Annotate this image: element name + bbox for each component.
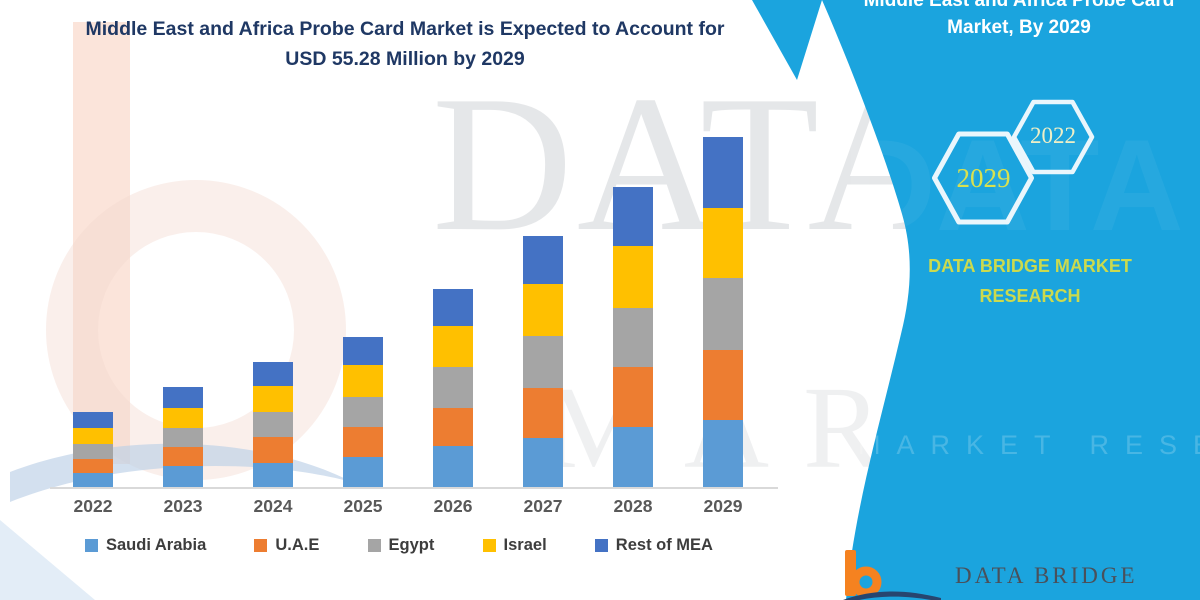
segment-saudi-arabia-2024 (253, 462, 293, 487)
segment-saudi-arabia-2029 (703, 419, 743, 487)
segment-rest-of-mea-2022 (73, 412, 113, 429)
segment-saudi-arabia-2027 (523, 438, 563, 487)
databridge-logo: DATA BRIDGE (843, 550, 1138, 600)
x-axis-line (50, 487, 778, 489)
legend-label: Israel (503, 536, 547, 554)
segment-rest-of-mea-2026 (433, 289, 473, 327)
segment-egypt-2029 (703, 278, 743, 350)
segment-egypt-2026 (433, 366, 473, 408)
legend-item-israel: Israel (482, 536, 547, 555)
bar-2029 (703, 137, 743, 487)
bar-2027 (523, 236, 563, 487)
chart-title-line2: USD 55.28 Million by 2029 (285, 48, 525, 71)
segment-israel-2023 (163, 407, 203, 428)
segment-saudi-arabia-2023 (163, 466, 203, 487)
segment-rest-of-mea-2024 (253, 362, 293, 387)
legend-label: Egypt (388, 536, 435, 554)
segment-israel-2028 (613, 246, 653, 308)
chart-title-line1: Middle East and Africa Probe Card Market… (85, 18, 725, 40)
segment-israel-2029 (703, 208, 743, 279)
x-label-2027: 2027 (523, 496, 563, 516)
segment-rest-of-mea-2028 (613, 186, 653, 247)
segment-saudi-arabia-2026 (433, 445, 473, 487)
segment-u-a-e-2024 (253, 436, 293, 463)
bar-2026 (433, 289, 473, 487)
segment-egypt-2023 (163, 427, 203, 448)
segment-rest-of-mea-2029 (703, 137, 743, 209)
segment-rest-of-mea-2027 (523, 236, 563, 285)
x-label-2022: 2022 (73, 496, 113, 516)
x-label-2029: 2029 (703, 496, 743, 516)
x-label-2024: 2024 (253, 496, 293, 516)
legend-label: Saudi Arabia (106, 536, 207, 554)
segment-egypt-2028 (613, 307, 653, 367)
segment-u-a-e-2025 (343, 427, 383, 458)
x-label-2023: 2023 (163, 496, 203, 516)
segment-saudi-arabia-2028 (613, 426, 653, 487)
segment-u-a-e-2027 (523, 387, 563, 439)
legend-item-egypt: Egypt (367, 536, 435, 555)
x-label-2028: 2028 (613, 496, 653, 516)
legend-swatch-icon (85, 539, 98, 552)
legend-swatch-icon (594, 539, 608, 552)
segment-rest-of-mea-2023 (163, 387, 203, 408)
legend-label: U.A.E (275, 536, 320, 554)
bar-2028 (613, 186, 653, 487)
legend-swatch-icon (367, 539, 381, 552)
legend-swatch-icon (254, 539, 268, 552)
legend-label: Rest of MEA (615, 536, 713, 554)
segment-egypt-2025 (343, 397, 383, 428)
legend-item-u-a-e: U.A.E (254, 536, 319, 555)
segment-israel-2026 (433, 326, 473, 367)
segment-saudi-arabia-2022 (73, 473, 113, 487)
legend-swatch-icon (482, 539, 496, 552)
segment-egypt-2027 (523, 336, 563, 388)
x-axis-labels: 2022 2023 2024 2025 2026 2027 2028 2029 (0, 496, 820, 522)
legend-item-saudi-arabia: Saudi Arabia (85, 536, 206, 555)
chart-title: Middle East and Africa Probe Card Market… (30, 14, 780, 74)
segment-israel-2024 (253, 386, 293, 412)
segment-u-a-e-2028 (613, 366, 653, 427)
segment-rest-of-mea-2025 (343, 336, 383, 365)
segment-israel-2025 (343, 364, 383, 398)
x-label-2025: 2025 (343, 496, 383, 516)
segment-u-a-e-2026 (433, 407, 473, 446)
bar-2023 (163, 387, 203, 487)
legend-item-rest-of-mea: Rest of MEA (594, 536, 713, 555)
databridge-b-icon (843, 550, 941, 600)
bar-2024 (253, 362, 293, 487)
segment-israel-2022 (73, 428, 113, 444)
segment-saudi-arabia-2025 (343, 457, 383, 487)
segment-egypt-2024 (253, 411, 293, 437)
segment-u-a-e-2029 (703, 349, 743, 420)
legend: Saudi Arabia U.A.E Egypt Israel Rest of MEA (85, 536, 713, 555)
segment-u-a-e-2022 (73, 459, 113, 474)
segment-israel-2027 (523, 284, 563, 337)
x-label-2026: 2026 (433, 496, 473, 516)
bar-2022 (73, 412, 113, 487)
bar-2025 (343, 336, 383, 487)
segment-u-a-e-2023 (163, 447, 203, 467)
segment-egypt-2022 (73, 443, 113, 460)
databridge-logo-text: DATA BRIDGE (955, 563, 1138, 588)
